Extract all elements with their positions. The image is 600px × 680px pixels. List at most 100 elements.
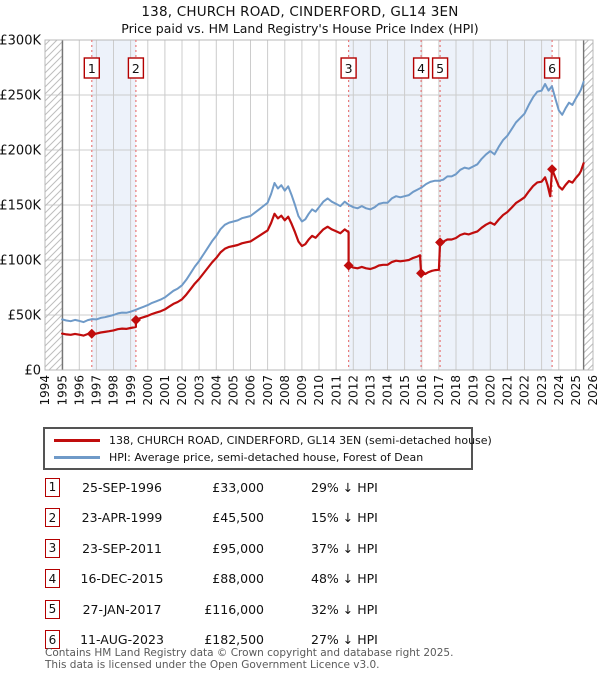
sale-diamond-marker [435,237,446,248]
sale-hpi-delta: 29% ↓ HPI [311,479,378,495]
hatch-line [44,321,63,340]
hatch-line [44,202,63,221]
transactions-table: 1 25-SEP-1996 £33,000 29% ↓ HPI 2 23-APR… [45,472,585,655]
sale-flag-number: 4 [417,61,425,76]
sale-flag-box [83,57,101,79]
x-tick-label: 2025 [569,375,583,406]
y-tick-label: £200K [0,144,41,159]
hatch-line [583,259,594,270]
table-row: 5 27-JAN-2017 £116,000 32% ↓ HPI [45,594,585,625]
hatch-line [583,224,594,235]
sale-date: 23-SEP-2011 [82,540,162,556]
hatch-line [583,350,594,361]
hatch-line [44,139,63,158]
x-tick-label: 2002 [175,375,189,406]
x-tick-label: 2003 [192,375,206,406]
sale-flag-box [431,57,449,79]
x-tick-label: 2016 [415,375,429,406]
y-tick-label: £50K [8,309,42,324]
hatch-line [583,343,594,354]
x-tick-label: 2014 [381,375,395,406]
x-tick-label: 2013 [364,375,378,406]
hatch-line [583,301,594,312]
x-tick-label: 2009 [295,375,309,406]
hatch-line [583,315,594,326]
x-tick-label: 2022 [518,375,532,406]
hatch-line [583,322,594,333]
hatch-line [583,252,594,263]
hatch-line [44,39,51,46]
legend-item-hpi: HPI: Average price, semi-detached house,… [45,449,471,466]
x-tick-label: 2015 [398,375,412,406]
hatch-line [583,39,589,46]
hatch-line [44,104,63,123]
hatch-line [44,146,63,165]
table-row: 3 23-SEP-2011 £95,000 37% ↓ HPI [45,533,585,564]
hatch-line [583,105,594,116]
x-tick-label: 1998 [107,375,121,406]
sale-number-badge: 6 [45,630,60,650]
hatch-line [583,182,594,193]
x-tick-label: 2021 [501,375,515,406]
hatch-line [583,245,594,256]
hatch-line [587,364,594,371]
hatch-line [44,335,63,354]
hatch-line [583,287,594,298]
hatch-line [44,314,63,333]
y-tick-label: £100K [0,254,41,269]
sale-hpi-delta: 37% ↓ HPI [311,540,378,556]
hatch-line [44,188,63,207]
hatch-line [44,293,63,312]
sale-hpi-delta: 48% ↓ HPI [311,571,378,587]
sale-price: £88,000 [212,571,264,587]
hatch-line [583,70,594,81]
hatch-line [44,307,63,326]
hatch-line [48,356,63,371]
hatch-line [44,230,63,249]
sale-diamond-marker [130,314,141,325]
hatch-line [583,91,594,102]
sale-diamond-marker [547,164,558,175]
hatch-line [55,363,63,371]
x-tick-label: 1997 [90,375,104,406]
hpi-line [61,80,585,324]
sale-diamond-marker [86,328,97,339]
x-tick-label: 2008 [278,375,292,406]
sale-number-badge: 2 [45,508,60,528]
hatch-line [44,328,63,347]
hatch-line [44,167,63,186]
hatch-line [44,237,63,256]
hatch-line [583,49,594,60]
hatch-line [44,195,63,214]
hatch-line [44,251,63,270]
legend-label: HPI: Average price, semi-detached house,… [109,451,424,464]
hatch-line [44,41,63,60]
sale-price: £95,000 [212,540,264,556]
sale-price: £33,000 [212,479,264,495]
sale-flag-number: 2 [132,61,140,76]
sale-flag-number: 3 [345,61,353,76]
sale-date: 23-APR-1999 [81,510,163,526]
y-tick-label: £250K [0,89,41,104]
sale-price: £116,000 [204,601,264,617]
hatch-line [583,168,594,179]
hatch-line [44,272,63,291]
sale-diamond-marker [416,268,427,279]
hatch-line [583,266,594,277]
plot-border [44,39,594,371]
sale-number-badge: 1 [45,477,60,497]
hatch-line [583,357,594,368]
hatch-line [583,196,594,207]
sale-flag-number: 5 [436,61,444,76]
hatch-line [44,55,63,74]
x-tick-label: 1999 [124,375,138,406]
copyright-footer: Contains HM Land Registry data © Crown c… [45,647,453,671]
sale-number-badge: 5 [45,599,60,619]
hatch-line [44,125,63,144]
hatch-line [583,189,594,200]
table-row: 1 25-SEP-1996 £33,000 29% ↓ HPI [45,472,585,503]
hatch-line [44,62,63,81]
hatch-line [583,63,594,74]
hpi-line-swatch [54,456,100,459]
x-tick-label: 2012 [346,375,360,406]
